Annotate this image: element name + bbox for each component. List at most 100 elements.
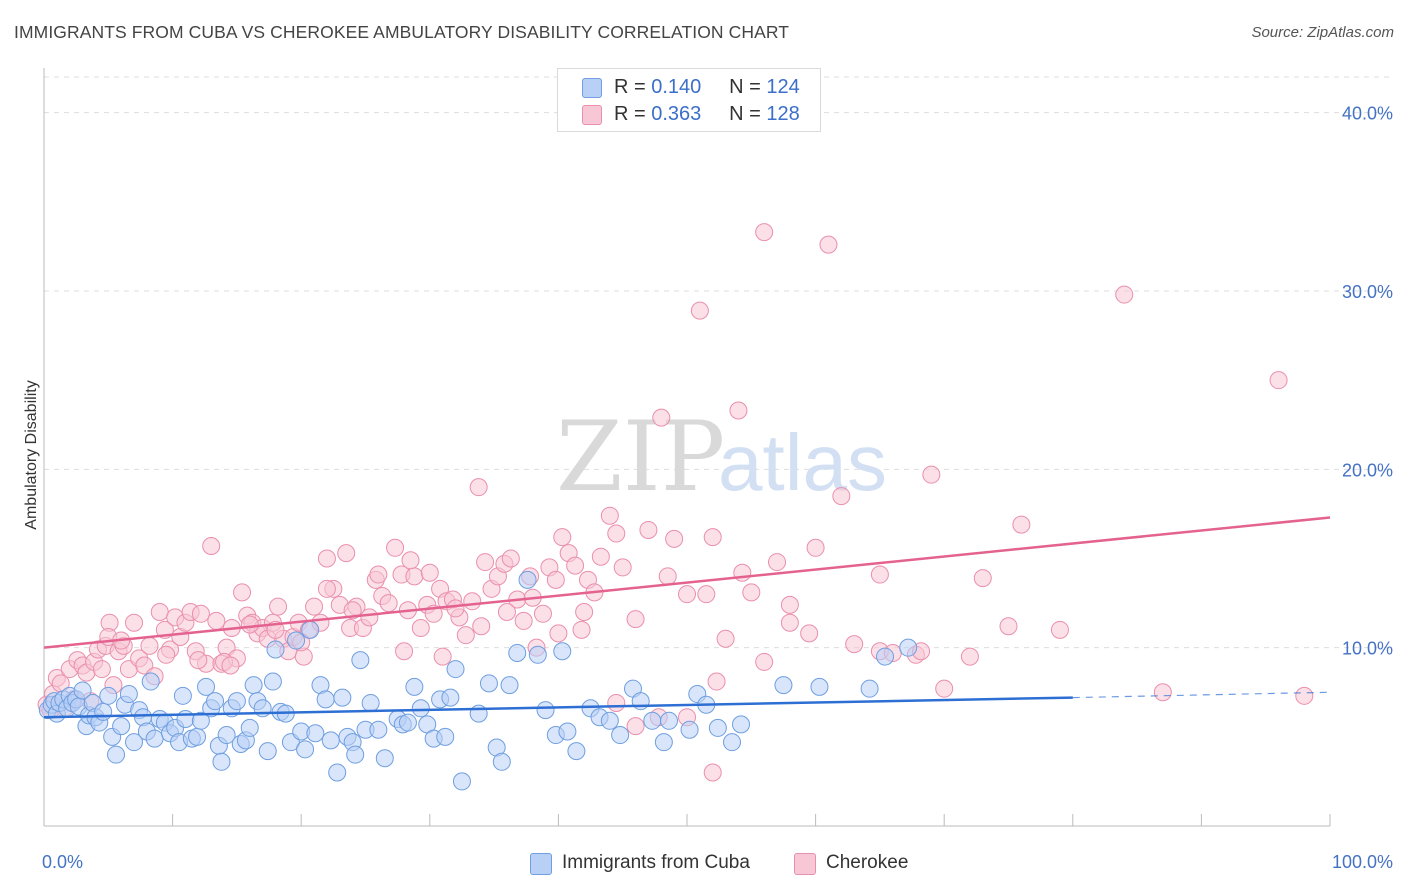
cherokee-point — [446, 599, 465, 618]
cherokee-point — [755, 652, 774, 671]
cherokee-point — [1012, 515, 1031, 534]
cherokee-point — [742, 583, 761, 602]
cherokee-point — [395, 642, 414, 661]
cherokee-point — [652, 408, 671, 427]
cherokee-point — [607, 524, 626, 543]
cuba-point — [659, 711, 678, 730]
cherokee-point — [973, 569, 992, 588]
cuba-point — [398, 713, 417, 732]
cherokee-point — [626, 610, 645, 629]
legend-r-value-cuba: 0.140 — [651, 76, 702, 98]
legend-r-label: R = — [614, 76, 646, 98]
source-label: Source: ZipAtlas.com — [1251, 24, 1394, 41]
cuba-point — [351, 651, 370, 670]
cuba-point — [654, 733, 673, 752]
legend-n-label: N = — [729, 76, 761, 98]
cuba-point — [899, 638, 918, 657]
cherokee-point — [755, 223, 774, 242]
bottom-legend-label-cuba: Immigrants from Cuba — [562, 852, 750, 873]
cherokee-point — [305, 597, 324, 616]
cherokee-point — [221, 656, 240, 675]
cherokee-point — [1153, 683, 1172, 702]
cuba-point — [553, 642, 572, 661]
cherokee-point — [870, 565, 889, 584]
watermark-atlas: atlas — [718, 418, 887, 507]
cherokee-point — [1115, 285, 1134, 304]
cherokee-point — [819, 235, 838, 254]
cuba-point — [217, 726, 236, 745]
cherokee-point — [935, 679, 954, 698]
cherokee-point — [960, 647, 979, 666]
cherokee-point — [806, 538, 825, 557]
cuba-point — [611, 726, 630, 745]
cherokee-point — [405, 567, 424, 586]
legend-r-value-cherokee: 0.363 — [651, 103, 702, 125]
cherokee-point — [703, 763, 722, 782]
cuba-point — [206, 692, 225, 711]
cherokee-point — [233, 583, 252, 602]
cherokee-point — [476, 553, 495, 572]
cherokee-point — [360, 608, 379, 627]
cherokee-point — [401, 551, 420, 570]
cuba-point — [436, 727, 455, 746]
y-tick-label: 10.0% — [1342, 639, 1393, 659]
cherokee-point — [1295, 686, 1314, 705]
cuba-point — [258, 742, 277, 761]
x-tick-label-min: 0.0% — [42, 852, 83, 872]
ticks-layer: 10.0% 20.0% 30.0% 40.0% 0.0% 100.0% — [42, 104, 1393, 872]
cherokee-point — [613, 558, 632, 577]
cuba-point — [176, 710, 195, 728]
cuba-point — [876, 647, 895, 666]
cherokee-point — [549, 624, 568, 643]
cuba-point — [316, 690, 335, 709]
cuba-point — [263, 672, 282, 691]
cherokee-point — [678, 585, 696, 604]
cherokee-point — [337, 544, 356, 563]
cherokee-point — [472, 617, 491, 636]
cuba-point — [732, 715, 751, 734]
cherokee-point — [639, 520, 658, 539]
cuba-point — [518, 570, 537, 589]
cherokee-point — [780, 613, 799, 632]
cherokee-point — [317, 579, 336, 598]
cherokee-point — [800, 624, 819, 643]
bottom-legend-swatch-cherokee — [794, 853, 816, 875]
cuba-point — [723, 733, 742, 752]
cuba-point — [173, 686, 192, 705]
cuba-point — [99, 686, 118, 705]
cuba-point — [810, 677, 829, 696]
cuba-point — [227, 692, 246, 711]
cherokee-point — [191, 604, 210, 623]
cherokee-point — [546, 570, 565, 589]
cuba-point — [405, 677, 424, 696]
cherokee-point — [469, 478, 488, 497]
cuba-point — [708, 718, 727, 737]
cuba-point — [479, 674, 498, 693]
cherokee-point — [716, 629, 735, 648]
cherokee-point — [501, 549, 520, 568]
cherokee-point — [150, 603, 169, 621]
cherokee-point — [697, 585, 716, 604]
cherokee-point — [433, 647, 452, 666]
cherokee-point — [411, 619, 430, 638]
cherokee-point — [497, 603, 516, 621]
cherokee-point — [572, 620, 591, 639]
cuba-point — [296, 740, 315, 759]
cuba-point — [643, 711, 662, 730]
cuba-point — [197, 677, 216, 696]
cherokee-point — [600, 506, 619, 525]
cherokee-point — [379, 594, 398, 613]
cherokee-point — [626, 717, 645, 736]
cuba-point — [321, 731, 340, 750]
trend-layer — [43, 516, 1331, 719]
cherokee-point — [845, 635, 864, 654]
cherokee-point — [140, 636, 159, 655]
cuba-point — [346, 745, 365, 764]
cherokee-point — [999, 617, 1018, 636]
y-tick-label: 40.0% — [1342, 104, 1393, 124]
legend: R = 0.140 N = 124 R = 0.363 N = 128 — [557, 68, 821, 132]
legend-n-value-cuba: 124 — [766, 76, 800, 98]
bottom-legend-swatch-cuba — [530, 853, 552, 875]
cuba-point — [452, 772, 471, 791]
